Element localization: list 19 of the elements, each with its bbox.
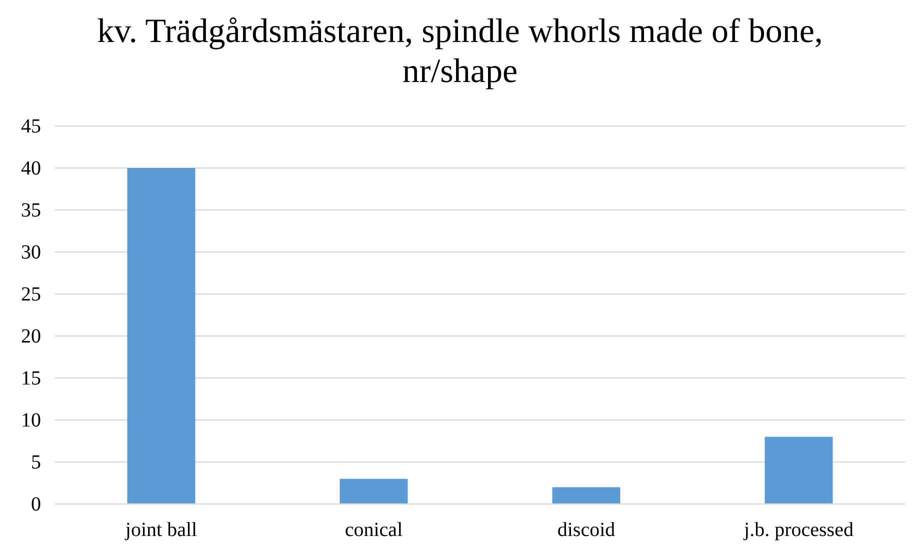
x-tick-label: joint ball bbox=[124, 519, 198, 542]
x-tick-label: discoid bbox=[557, 519, 616, 542]
y-tick-label: 25 bbox=[21, 283, 41, 306]
y-tick-label: 5 bbox=[31, 451, 41, 474]
y-tick-label: 30 bbox=[21, 241, 41, 264]
y-tick-label: 45 bbox=[21, 115, 41, 138]
y-tick-label: 40 bbox=[21, 157, 41, 180]
bar bbox=[764, 436, 833, 504]
y-tick-label: 15 bbox=[21, 367, 41, 390]
bar bbox=[127, 168, 196, 504]
y-tick-label: 10 bbox=[21, 409, 41, 432]
bar bbox=[552, 487, 620, 504]
y-tick-label: 20 bbox=[21, 325, 41, 348]
y-tick-label: 35 bbox=[21, 199, 41, 222]
x-tick-label: conical bbox=[344, 519, 404, 542]
bar bbox=[340, 478, 408, 504]
y-tick-label: 0 bbox=[31, 493, 41, 516]
chart-title: kv. Trädgårdsmästaren, spindle whorls made of bone, nr/shape bbox=[97, 13, 823, 90]
x-tick-label: j.b. processed bbox=[743, 519, 854, 542]
